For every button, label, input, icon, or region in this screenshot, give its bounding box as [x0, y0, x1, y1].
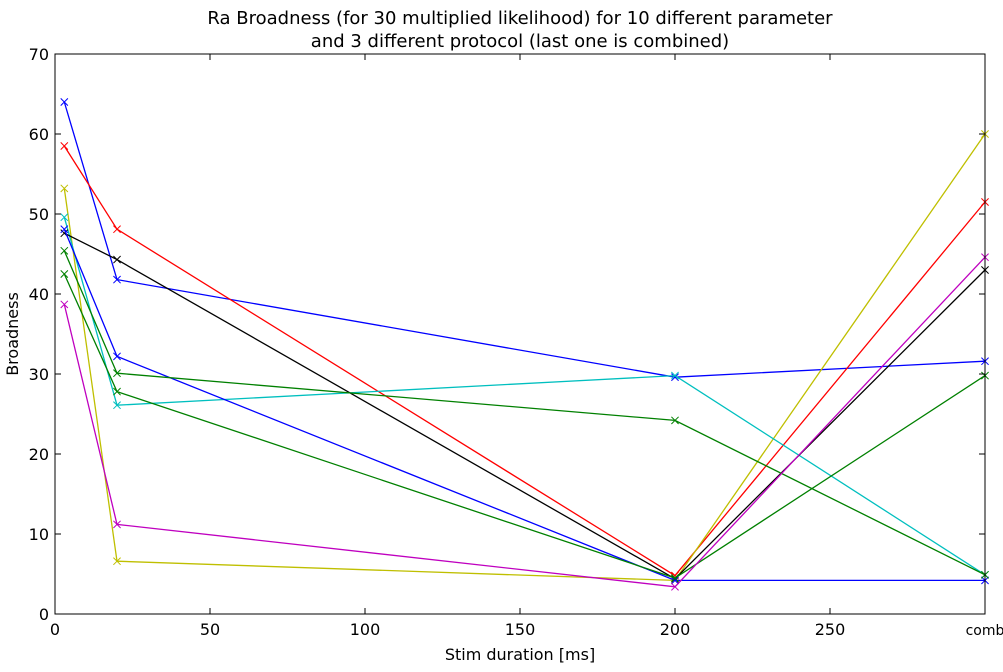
- data-point-marker: [60, 213, 69, 222]
- data-point-marker: [113, 520, 121, 529]
- data-point-marker: [113, 369, 121, 378]
- x-tick-label: 0: [50, 620, 60, 639]
- axes: 0 50 100 150 200 250 comb 0 10 20 30 40 50 60 70: [29, 45, 1003, 639]
- series-line-1: [63, 101, 986, 378]
- data-point-marker: [671, 416, 679, 425]
- data-point-marker: [113, 255, 121, 264]
- data-point-marker: [60, 142, 69, 150]
- x-tick-label: 100: [350, 620, 381, 639]
- data-point-marker: [671, 371, 679, 380]
- data-point-marker: [671, 582, 679, 591]
- y-tick-label: 50: [29, 205, 49, 224]
- series-line-9: [63, 256, 986, 588]
- series-line-4: [63, 217, 986, 576]
- series-line-3: [63, 133, 986, 582]
- series-line-6: [63, 228, 985, 582]
- x-axis-label: Stim duration [ms]: [445, 645, 595, 664]
- series-line-5: [64, 232, 986, 580]
- x-tick-label: 250: [815, 620, 846, 639]
- data-point-marker: [113, 352, 121, 361]
- series-line-8: [63, 273, 986, 579]
- x-tick-label: 150: [505, 620, 536, 639]
- x-tick-label: 200: [660, 620, 691, 639]
- data-point-marker: [671, 574, 679, 582]
- chart-title-line-2: and 3 different protocol (last one is co…: [311, 31, 729, 52]
- data-point-marker: [60, 98, 69, 106]
- data-point-marker: [113, 225, 121, 234]
- y-tick-label: 40: [29, 285, 49, 304]
- data-point-marker: [113, 275, 121, 284]
- y-tick-label: 30: [29, 365, 49, 384]
- data-point-marker: [113, 401, 121, 410]
- series-line-2: [63, 145, 986, 577]
- y-axis-label: Broadness: [3, 292, 22, 376]
- data-point-marker: [60, 184, 69, 193]
- data-point-marker: [60, 270, 69, 278]
- data-point-marker: [60, 300, 69, 309]
- data-point-marker: [60, 225, 69, 234]
- x-tick-label: comb: [966, 623, 1003, 639]
- data-point-marker: [113, 387, 121, 396]
- series-line-7: [63, 250, 986, 576]
- data-point-marker: [113, 557, 121, 566]
- data-point-marker: [671, 373, 679, 382]
- chart-title-line-1: Ra Broadness (for 30 multiplied likeliho…: [207, 8, 833, 29]
- y-tick-label: 70: [29, 45, 49, 64]
- plot-area: [60, 98, 989, 591]
- data-point-marker: [671, 576, 679, 585]
- y-tick-label: 20: [29, 445, 49, 464]
- y-tick-label: 10: [29, 525, 49, 544]
- y-tick-label: 60: [29, 125, 49, 144]
- x-tick-label: 50: [200, 620, 220, 639]
- data-point-marker: [60, 246, 69, 255]
- y-tick-label: 0: [39, 605, 49, 624]
